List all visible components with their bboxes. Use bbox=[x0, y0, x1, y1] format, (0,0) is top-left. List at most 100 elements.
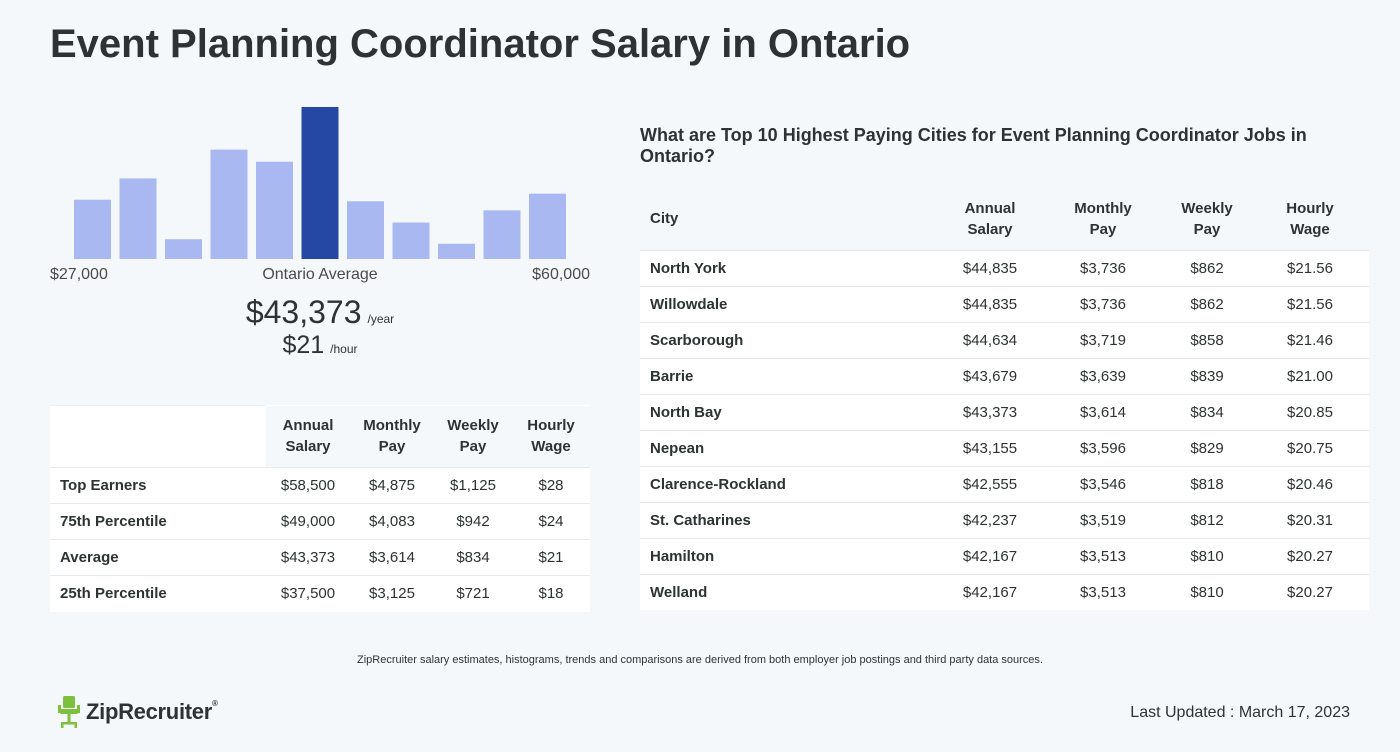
city-name: Willowdale bbox=[640, 286, 937, 323]
city-name: Clarence-Rockland bbox=[640, 466, 937, 503]
salary-histogram bbox=[50, 100, 590, 260]
column-header: City bbox=[640, 188, 937, 251]
column-header: Hourly Wage bbox=[1251, 188, 1369, 251]
table-cell: $44,835 bbox=[937, 250, 1043, 287]
table-cell: $3,614 bbox=[1043, 394, 1163, 431]
column-header: Annual Salary bbox=[937, 188, 1043, 251]
last-updated: Last Updated : March 17, 2023 bbox=[1130, 704, 1350, 721]
column-header: Monthly Pay bbox=[350, 405, 434, 468]
table-cell: $28 bbox=[512, 467, 590, 504]
histogram-bar-average bbox=[301, 107, 339, 259]
chair-logo-icon bbox=[58, 696, 80, 728]
table-cell: $44,835 bbox=[937, 286, 1043, 323]
table-cell: $49,000 bbox=[266, 503, 350, 540]
table-cell: $42,237 bbox=[937, 502, 1043, 539]
city-name: Barrie bbox=[640, 358, 937, 395]
table-row: North Bay $43,373 $3,614 $834 $20.85 bbox=[640, 394, 1369, 431]
table-cell: $721 bbox=[456, 585, 490, 603]
table-cell: $3,719 bbox=[1043, 322, 1163, 359]
table-cell: $3,736 bbox=[1043, 250, 1163, 287]
data-source-footnote: ZipRecruiter salary estimates, histogram… bbox=[357, 654, 1043, 666]
city-name: Hamilton bbox=[640, 538, 937, 575]
row-label: Average bbox=[50, 539, 266, 576]
table-cell: $834 bbox=[1163, 394, 1251, 431]
histogram-labels: $27,000 Ontario Average $60,000 bbox=[50, 266, 590, 286]
table-cell: $42,167 bbox=[962, 583, 1018, 601]
city-name: North York bbox=[640, 250, 937, 287]
table-cell: $42,555 bbox=[937, 466, 1043, 503]
table-row: 75th Percentile $49,000 $4,083 $942 $24 bbox=[50, 503, 590, 540]
table-row: 25th Percentile $37,500 $3,125 $721 $18 bbox=[50, 576, 590, 612]
average-yearly-value: $43,373 bbox=[245, 294, 362, 330]
table-row: Hamilton $42,167 $3,513 $810 $20.27 bbox=[640, 538, 1369, 575]
table-row: North York $44,835 $3,736 $862 $21.56 bbox=[640, 250, 1369, 287]
histogram-bar bbox=[392, 222, 430, 259]
table-cell: $21.00 bbox=[1251, 358, 1369, 395]
table-cell: $3,519 bbox=[1043, 502, 1163, 539]
table-cell: $942 bbox=[434, 503, 512, 540]
ziprecruiter-logo[interactable]: ZipRecruiter® bbox=[58, 694, 218, 730]
table-cell: $858 bbox=[1163, 322, 1251, 359]
table-cell: $1,125 bbox=[434, 467, 512, 504]
city-table-heading: What are Top 10 Highest Paying Cities fo… bbox=[640, 125, 1307, 166]
table-cell: $43,373 bbox=[937, 394, 1043, 431]
table-cell: $3,614 bbox=[350, 539, 434, 576]
histogram-bar bbox=[529, 193, 566, 259]
table-cell: $4,875 bbox=[350, 467, 434, 504]
page-title: Event Planning Coordinator Salary in Ont… bbox=[50, 22, 911, 66]
city-name: North Bay bbox=[640, 394, 937, 431]
city-table: City Annual Salary Monthly Pay Weekly Pay Hourl… bbox=[640, 188, 1369, 610]
table-cell: $839 bbox=[1163, 358, 1251, 395]
histogram-mid-label: Ontario Average bbox=[262, 266, 378, 283]
column-header: Annual Salary bbox=[266, 405, 350, 468]
city-name: Scarborough bbox=[640, 322, 937, 359]
histogram-bar bbox=[210, 149, 248, 259]
histogram-bar bbox=[347, 201, 384, 259]
average-yearly-unit: /year bbox=[367, 312, 395, 326]
column-header: Weekly Pay bbox=[1163, 188, 1251, 251]
logo-wordmark: ZipRecruiter® bbox=[86, 699, 218, 725]
column-header bbox=[50, 405, 266, 468]
average-hourly-unit: /hour bbox=[330, 342, 358, 356]
table-cell: $3,639 bbox=[1043, 358, 1163, 395]
histogram-bar bbox=[256, 161, 293, 259]
city-name: Nepean bbox=[640, 430, 937, 467]
average-yearly: $43,373/year bbox=[50, 294, 590, 331]
table-cell: $43,155 bbox=[937, 430, 1043, 467]
table-cell: $44,634 bbox=[937, 322, 1043, 359]
table-cell: $20.75 bbox=[1251, 430, 1369, 467]
histogram-bar bbox=[165, 239, 202, 259]
table-cell: $21.56 bbox=[1251, 286, 1369, 323]
column-header: Weekly Pay bbox=[434, 405, 512, 468]
table-cell: $812 bbox=[1163, 502, 1251, 539]
histogram-bar bbox=[119, 178, 157, 259]
row-label: 25th Percentile bbox=[60, 585, 167, 603]
table-row: Average $43,373 $3,614 $834 $21 bbox=[50, 539, 590, 576]
table-cell: $20.31 bbox=[1251, 502, 1369, 539]
table-cell: $20.27 bbox=[1287, 583, 1333, 601]
table-cell: $21.56 bbox=[1251, 250, 1369, 287]
histogram-svg bbox=[74, 107, 566, 259]
average-hourly-value: $21 bbox=[282, 331, 325, 359]
percentile-table: Annual Salary Monthly Pay Weekly Pay Hourly Wag… bbox=[50, 405, 590, 612]
table-cell: $3,513 bbox=[1043, 538, 1163, 575]
table-row: Top Earners $58,500 $4,875 $1,125 $28 bbox=[50, 467, 590, 504]
average-hourly: $21/hour bbox=[50, 331, 590, 360]
table-cell: $58,500 bbox=[266, 467, 350, 504]
table-cell: $4,083 bbox=[350, 503, 434, 540]
table-cell: $834 bbox=[434, 539, 512, 576]
city-name: St. Catharines bbox=[640, 502, 937, 539]
table-cell: $20.85 bbox=[1251, 394, 1369, 431]
column-header: Hourly Wage bbox=[512, 405, 590, 468]
table-cell: $810 bbox=[1163, 538, 1251, 575]
table-row: Barrie $43,679 $3,639 $839 $21.00 bbox=[640, 358, 1369, 395]
histogram-min-label: $27,000 bbox=[50, 266, 108, 283]
column-header: Monthly Pay bbox=[1043, 188, 1163, 251]
table-cell: $829 bbox=[1163, 430, 1251, 467]
table-cell: $3,513 bbox=[1080, 583, 1126, 601]
table-cell: $37,500 bbox=[280, 585, 336, 603]
table-row: Nepean $43,155 $3,596 $829 $20.75 bbox=[640, 430, 1369, 467]
histogram-max-label: $60,000 bbox=[532, 266, 590, 283]
table-cell: $24 bbox=[512, 503, 590, 540]
table-row: St. Catharines $42,237 $3,519 $812 $20.31 bbox=[640, 502, 1369, 539]
